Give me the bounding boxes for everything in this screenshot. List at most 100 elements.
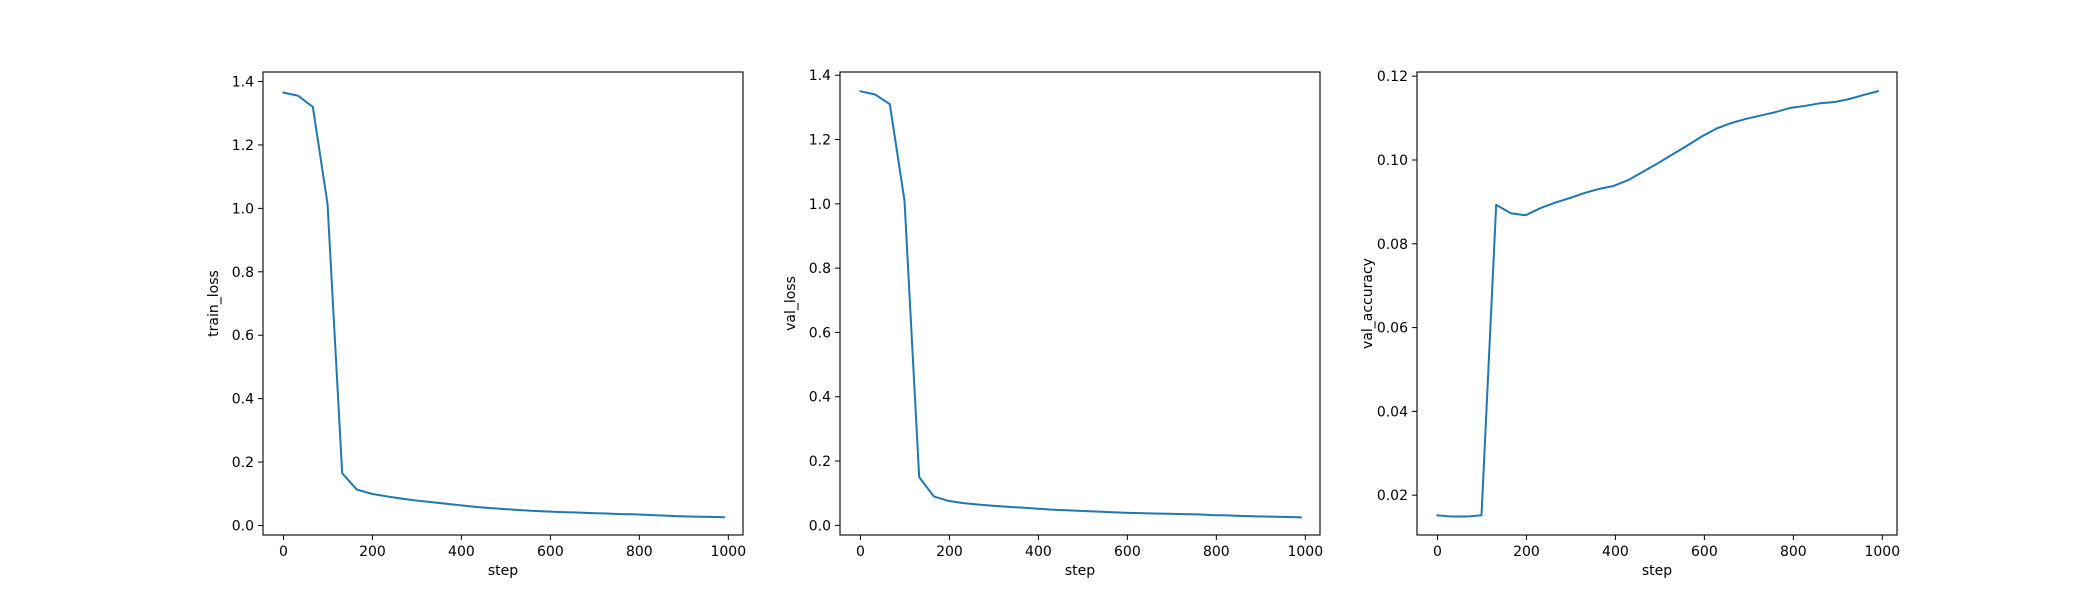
train-loss-x-axis-label: step — [488, 563, 518, 579]
train-loss-y-tick-label-7: 1.4 — [232, 75, 254, 91]
val-loss-panel: 0 200 400 600 800 1000 0.0 0.2 0.4 0.6 0.8 1.0 1.2 1.… — [783, 68, 1323, 579]
val-loss-y-tick-label-5: 1.0 — [809, 197, 831, 213]
val-loss-y-tick-label-2: 0.4 — [809, 390, 831, 406]
val-loss-data-point-17 — [1109, 511, 1111, 513]
train-loss-data-point-0 — [282, 92, 284, 94]
val-accuracy-data-point-11 — [1598, 188, 1600, 190]
val-loss-series-line — [859, 90, 1302, 519]
train-loss-data-point-24 — [635, 513, 637, 515]
train-loss-data-point-9 — [415, 499, 417, 501]
train-loss-y-tick-label-0: 0.0 — [232, 518, 254, 534]
val-loss-data-point-27 — [1256, 515, 1258, 517]
train-loss-data-point-19 — [561, 511, 563, 513]
train-loss-x-tick-label-1: 200 — [359, 544, 386, 560]
val-loss-data-point-30 — [1300, 516, 1302, 518]
val-accuracy-series-line — [1436, 90, 1880, 518]
train-loss-series-line — [282, 91, 725, 519]
train-loss-data-point-3 — [327, 203, 329, 205]
val-loss-data-point-28 — [1271, 516, 1273, 518]
val-loss-data-point-22 — [1182, 513, 1184, 515]
train-loss-data-point-1 — [297, 95, 299, 97]
train-loss-data-point-18 — [547, 511, 549, 513]
val-accuracy-data-point-12 — [1613, 185, 1615, 187]
train-loss-x-tick-label-2: 400 — [448, 544, 475, 560]
train-loss-y-tick-label-4: 0.8 — [232, 265, 254, 281]
val-accuracy-data-point-30 — [1877, 90, 1879, 92]
val-accuracy-data-point-18 — [1701, 136, 1703, 138]
train-loss-x-tick-label-4: 800 — [626, 544, 653, 560]
val-loss-data-point-6 — [948, 500, 950, 502]
val-loss-data-point-0 — [859, 90, 861, 92]
train-loss-data-point-5 — [356, 489, 358, 491]
train-loss-data-point-14 — [488, 507, 490, 509]
val-loss-data-point-1 — [874, 94, 876, 96]
val-accuracy-x-axis-label: step — [1642, 563, 1672, 579]
train-loss-panel: 0 200 400 600 800 1000 0.0 0.2 0.4 0.6 0.8 1.0 1.2 1.… — [206, 71, 746, 579]
val-loss-y-tick-label-0: 0.0 — [809, 518, 831, 534]
train-loss-data-point-17 — [532, 510, 534, 512]
train-loss-data-point-15 — [503, 508, 505, 510]
train-loss-data-point-12 — [459, 504, 461, 506]
val-loss-data-point-2 — [889, 103, 891, 105]
train-loss-data-point-21 — [591, 512, 593, 514]
val-loss-data-point-29 — [1285, 516, 1287, 518]
val-accuracy-y-tick-label-5: 0.12 — [1377, 69, 1408, 85]
val-loss-data-point-24 — [1212, 514, 1214, 516]
val-accuracy-y-tick-label-4: 0.10 — [1377, 153, 1408, 169]
val-accuracy-data-point-22 — [1759, 115, 1761, 117]
train-loss-x-tick-label-5: 1000 — [710, 544, 746, 560]
train-loss-x-tick-label-3: 600 — [537, 544, 564, 560]
train-loss-data-point-28 — [694, 516, 696, 518]
val-loss-data-point-12 — [1036, 508, 1038, 510]
val-accuracy-y-tick-label-3: 0.08 — [1377, 237, 1408, 253]
val-loss-y-tick-label-6: 1.2 — [809, 133, 831, 149]
val-accuracy-data-point-3 — [1481, 514, 1483, 516]
val-accuracy-y-tick-label-0: 0.02 — [1377, 488, 1408, 504]
val-loss-data-point-3 — [904, 200, 906, 202]
val-accuracy-data-point-8 — [1554, 202, 1556, 204]
train-loss-y-axis-label: train_loss — [206, 270, 222, 337]
train-loss-data-point-10 — [429, 501, 431, 503]
train-loss-data-point-27 — [679, 515, 681, 517]
val-accuracy-data-point-0 — [1436, 514, 1438, 516]
val-loss-data-point-10 — [1006, 506, 1008, 508]
val-loss-data-point-16 — [1094, 511, 1096, 513]
val-accuracy-data-point-17 — [1686, 145, 1688, 147]
train-loss-data-point-16 — [517, 509, 519, 511]
val-loss-data-point-13 — [1050, 509, 1052, 511]
train-loss-data-point-7 — [385, 495, 387, 497]
val-loss-y-axis-label: val_loss — [783, 276, 799, 331]
train-loss-data-point-26 — [664, 515, 666, 517]
val-loss-data-point-7 — [962, 502, 964, 504]
train-loss-data-point-4 — [341, 472, 343, 474]
train-loss-data-point-11 — [444, 503, 446, 505]
val-loss-y-tick-label-3: 0.6 — [809, 325, 831, 341]
val-accuracy-x-tick-label-0: 0 — [1433, 544, 1442, 560]
val-loss-data-point-8 — [977, 503, 979, 505]
val-accuracy-y-tick-label-1: 0.04 — [1377, 404, 1408, 420]
val-loss-x-tick-label-2: 400 — [1025, 544, 1052, 560]
val-accuracy-data-point-2 — [1466, 516, 1468, 518]
val-accuracy-data-point-13 — [1627, 179, 1629, 181]
train-loss-y-tick-label-5: 1.0 — [232, 201, 254, 217]
train-loss-x-tick-label-0: 0 — [279, 544, 288, 560]
val-accuracy-data-point-6 — [1525, 214, 1527, 216]
val-loss-data-point-18 — [1124, 512, 1126, 514]
val-loss-data-point-5 — [933, 495, 935, 497]
train-loss-y-tick-label-2: 0.4 — [232, 392, 254, 408]
train-loss-data-point-20 — [576, 511, 578, 513]
train-loss-data-point-23 — [620, 513, 622, 515]
train-loss-data-point-13 — [473, 506, 475, 508]
val-accuracy-data-point-21 — [1745, 118, 1747, 120]
val-loss-data-point-9 — [992, 505, 994, 507]
val-accuracy-x-tick-label-2: 400 — [1602, 544, 1629, 560]
val-accuracy-data-point-29 — [1862, 94, 1864, 96]
val-accuracy-data-point-9 — [1569, 197, 1571, 199]
val-loss-data-point-14 — [1065, 509, 1067, 511]
val-loss-data-point-15 — [1080, 510, 1082, 512]
train-loss-data-point-25 — [649, 514, 651, 516]
val-accuracy-data-point-25 — [1803, 105, 1805, 107]
val-accuracy-y-tick-label-2: 0.06 — [1377, 321, 1408, 337]
